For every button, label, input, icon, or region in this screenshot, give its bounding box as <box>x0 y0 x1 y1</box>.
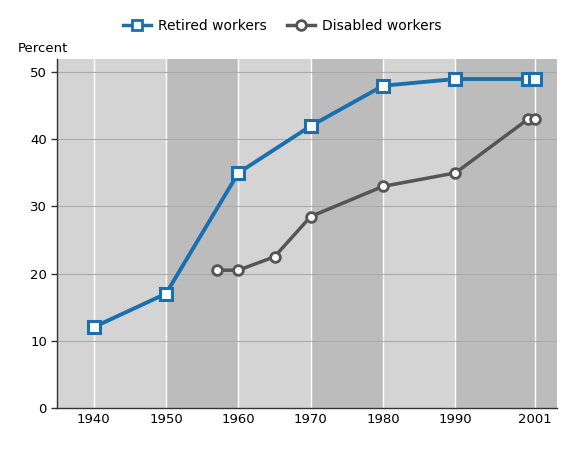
Disabled workers <box>525 116 532 122</box>
Bar <box>57 59 94 408</box>
Disabled workers <box>379 183 386 189</box>
Retired workers <box>90 324 97 330</box>
Disabled workers <box>307 214 314 219</box>
Legend: Retired workers, Disabled workers: Retired workers, Disabled workers <box>117 14 447 39</box>
Retired workers <box>162 291 169 296</box>
Bar <box>166 59 238 408</box>
Retired workers <box>525 76 532 82</box>
Disabled workers <box>271 254 278 260</box>
Retired workers <box>307 123 314 129</box>
Disabled workers <box>235 267 242 273</box>
Disabled workers <box>452 170 459 176</box>
Retired workers <box>379 83 386 88</box>
Bar <box>94 59 166 408</box>
Bar <box>535 59 557 408</box>
Retired workers <box>452 76 459 82</box>
Disabled workers <box>532 116 538 122</box>
Retired workers <box>235 170 242 176</box>
Text: Percent: Percent <box>17 43 68 55</box>
Bar <box>238 59 311 408</box>
Bar <box>455 59 535 408</box>
Line: Disabled workers: Disabled workers <box>212 115 540 275</box>
Line: Retired workers: Retired workers <box>88 73 541 333</box>
Retired workers <box>532 76 538 82</box>
Disabled workers <box>213 267 220 273</box>
Bar <box>383 59 455 408</box>
Bar <box>311 59 383 408</box>
